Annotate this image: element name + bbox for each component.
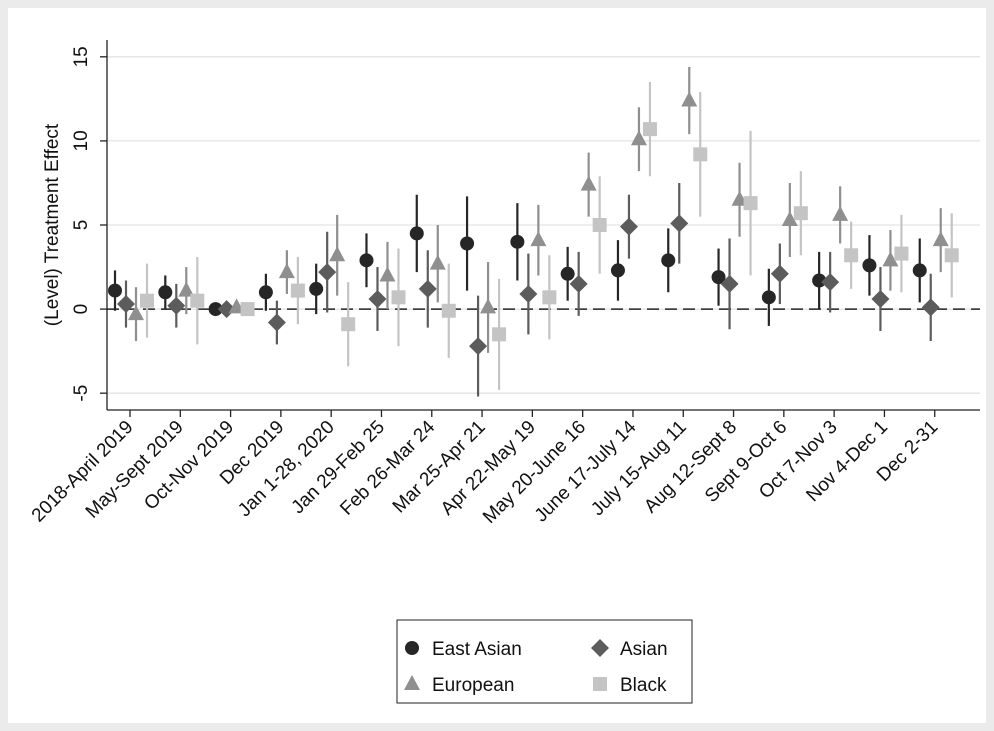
point	[693, 147, 708, 162]
point	[921, 298, 940, 317]
point	[642, 122, 657, 137]
point	[178, 281, 195, 297]
point	[720, 274, 739, 293]
point	[278, 263, 295, 279]
point	[944, 248, 959, 263]
point	[318, 263, 337, 282]
point	[117, 295, 135, 314]
legend-label: Asian	[620, 639, 668, 660]
point	[341, 317, 356, 332]
point	[560, 266, 575, 281]
point	[429, 254, 446, 270]
point	[832, 205, 849, 221]
point	[912, 263, 927, 278]
legend-label: East Asian	[432, 639, 522, 660]
point	[359, 253, 374, 268]
point	[592, 218, 607, 232]
point	[309, 281, 324, 296]
point	[290, 283, 305, 298]
point	[391, 290, 406, 305]
point	[770, 264, 789, 283]
point	[821, 273, 840, 292]
point	[882, 251, 899, 267]
legend-marker	[405, 641, 419, 655]
point	[368, 290, 387, 308]
point	[510, 234, 525, 249]
point	[441, 303, 456, 318]
point	[793, 206, 808, 221]
point	[409, 226, 424, 241]
point	[128, 305, 144, 321]
point	[267, 313, 286, 332]
point	[743, 196, 758, 211]
point	[258, 285, 273, 300]
point	[530, 231, 547, 247]
y-axis-label: (Level) Treatment Effect	[42, 123, 63, 326]
y-tick-label: 5	[71, 220, 92, 231]
y-tick-label: 10	[71, 130, 92, 151]
point	[418, 279, 437, 298]
point	[379, 266, 396, 282]
legend-marker	[593, 677, 607, 691]
point	[932, 231, 949, 247]
point	[812, 273, 827, 288]
legend-box	[396, 619, 693, 704]
legend-marker	[591, 639, 609, 657]
point	[469, 337, 488, 356]
point	[217, 300, 236, 319]
point	[670, 214, 689, 233]
y-tick-label: 0	[71, 304, 92, 315]
point	[862, 258, 877, 273]
point	[844, 248, 859, 263]
point	[711, 270, 726, 285]
point	[681, 91, 698, 107]
point	[167, 296, 186, 315]
point	[329, 246, 346, 262]
point	[108, 283, 122, 298]
point	[460, 236, 475, 251]
point	[894, 246, 909, 261]
legend-label: European	[432, 675, 514, 696]
point	[208, 302, 223, 317]
point	[240, 302, 255, 317]
y-tick-label: 15	[71, 46, 92, 67]
legend-marker	[404, 675, 420, 690]
point	[619, 217, 638, 236]
point	[871, 290, 890, 308]
point	[661, 253, 676, 268]
point	[630, 130, 647, 146]
point	[610, 263, 625, 278]
point	[569, 274, 588, 293]
point	[519, 284, 538, 303]
y-tick-label: -5	[71, 385, 92, 402]
point	[480, 298, 497, 314]
point	[781, 210, 798, 226]
point	[580, 175, 597, 191]
point	[190, 293, 205, 308]
point	[140, 293, 154, 308]
point	[761, 290, 776, 305]
legend-label: Black	[620, 675, 667, 696]
point	[542, 290, 557, 305]
point	[492, 327, 507, 342]
point	[158, 285, 173, 300]
panel	[8, 8, 986, 723]
